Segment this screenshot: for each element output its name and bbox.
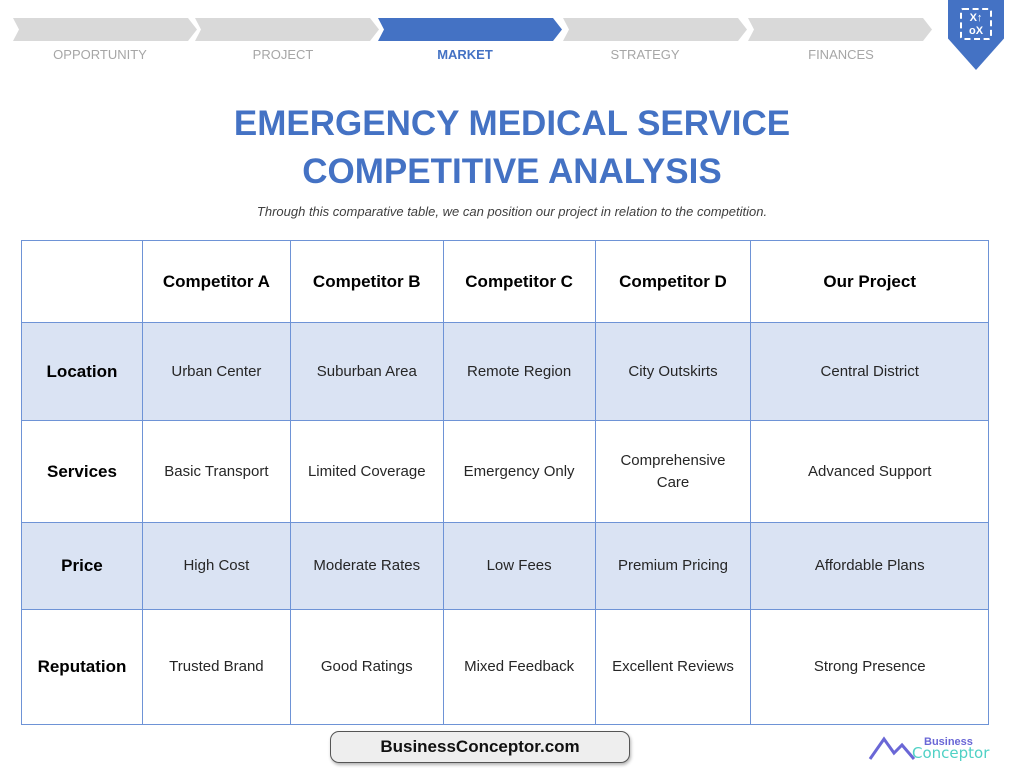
table-cell: Limited Coverage [289, 420, 444, 523]
table-cell: Excellent Reviews [594, 609, 752, 725]
business-conceptor-logo: Business Conceptor [868, 733, 993, 763]
table-row: Location Urban Center Suburban Area Remote … [21, 322, 989, 421]
table-cell [21, 240, 143, 323]
step-label: MARKET [437, 47, 493, 62]
step-strategy[interactable] [563, 18, 747, 41]
table-cell: High Cost [141, 522, 291, 610]
table-cell: Strong Presence [750, 609, 989, 725]
table-cell: City Outskirts [594, 322, 752, 421]
table-cell: Competitor D [594, 240, 752, 323]
table-cell: Services [21, 420, 143, 523]
table-row: Price High Cost Moderate Rates Low Fees Prem… [21, 522, 989, 610]
step-label: STRATEGY [610, 47, 680, 62]
table-cell: Suburban Area [289, 322, 444, 421]
page-title: EMERGENCY MEDICAL SERVICE COMPETITIVE ANA… [233, 104, 791, 191]
subtitle: Through this comparative table, we can p… [256, 204, 768, 219]
table-cell: Basic Transport [141, 420, 291, 523]
step-finances[interactable] [748, 18, 932, 41]
step-opportunity[interactable] [13, 18, 197, 41]
table-cell: Affordable Plans [750, 522, 989, 610]
table-cell: Good Ratings [289, 609, 444, 725]
table-cell: Mixed Feedback [442, 609, 596, 725]
table-cell: Competitor B [289, 240, 444, 323]
step-market[interactable] [378, 18, 562, 41]
table-cell: Low Fees [442, 522, 596, 610]
table-cell: Competitor A [141, 240, 291, 323]
step-label: FINANCES [808, 47, 874, 62]
table-cell: Price [21, 522, 143, 610]
watermark: BusinessConceptor.com [330, 731, 630, 763]
comparison-table: Competitor A Competitor B Competitor C Comp… [21, 240, 989, 725]
table-row: Reputation Trusted Brand Good Ratings Mixed… [21, 609, 989, 725]
table-cell: Moderate Rates [289, 522, 444, 610]
mountain-icon [868, 736, 916, 760]
table-cell: Location [21, 322, 143, 421]
table-cell: Trusted Brand [141, 609, 291, 725]
table-cell: Urban Center [141, 322, 291, 421]
table-cell: Premium Pricing [594, 522, 752, 610]
table-header-row: Competitor A Competitor B Competitor C Comp… [21, 240, 989, 323]
step-project[interactable] [195, 18, 379, 41]
table-cell: Advanced Support [750, 420, 989, 523]
step-label: PROJECT [252, 47, 314, 62]
table-cell: Central District [750, 322, 989, 421]
table-cell: Competitor C [442, 240, 596, 323]
table-cell: Reputation [21, 609, 143, 725]
table-cell: Remote Region [442, 322, 596, 421]
step-label: OPPORTUNITY [53, 47, 147, 62]
table-row: Services Basic Transport Limited Coverage E… [21, 420, 989, 523]
table-cell: Comprehensive Care [594, 420, 752, 523]
table-cell: Our Project [750, 240, 989, 323]
strategy-board-icon: X↑ oX [960, 8, 992, 40]
section-badge: X↑ oX [948, 0, 1004, 70]
table-cell: Emergency Only [442, 420, 596, 523]
